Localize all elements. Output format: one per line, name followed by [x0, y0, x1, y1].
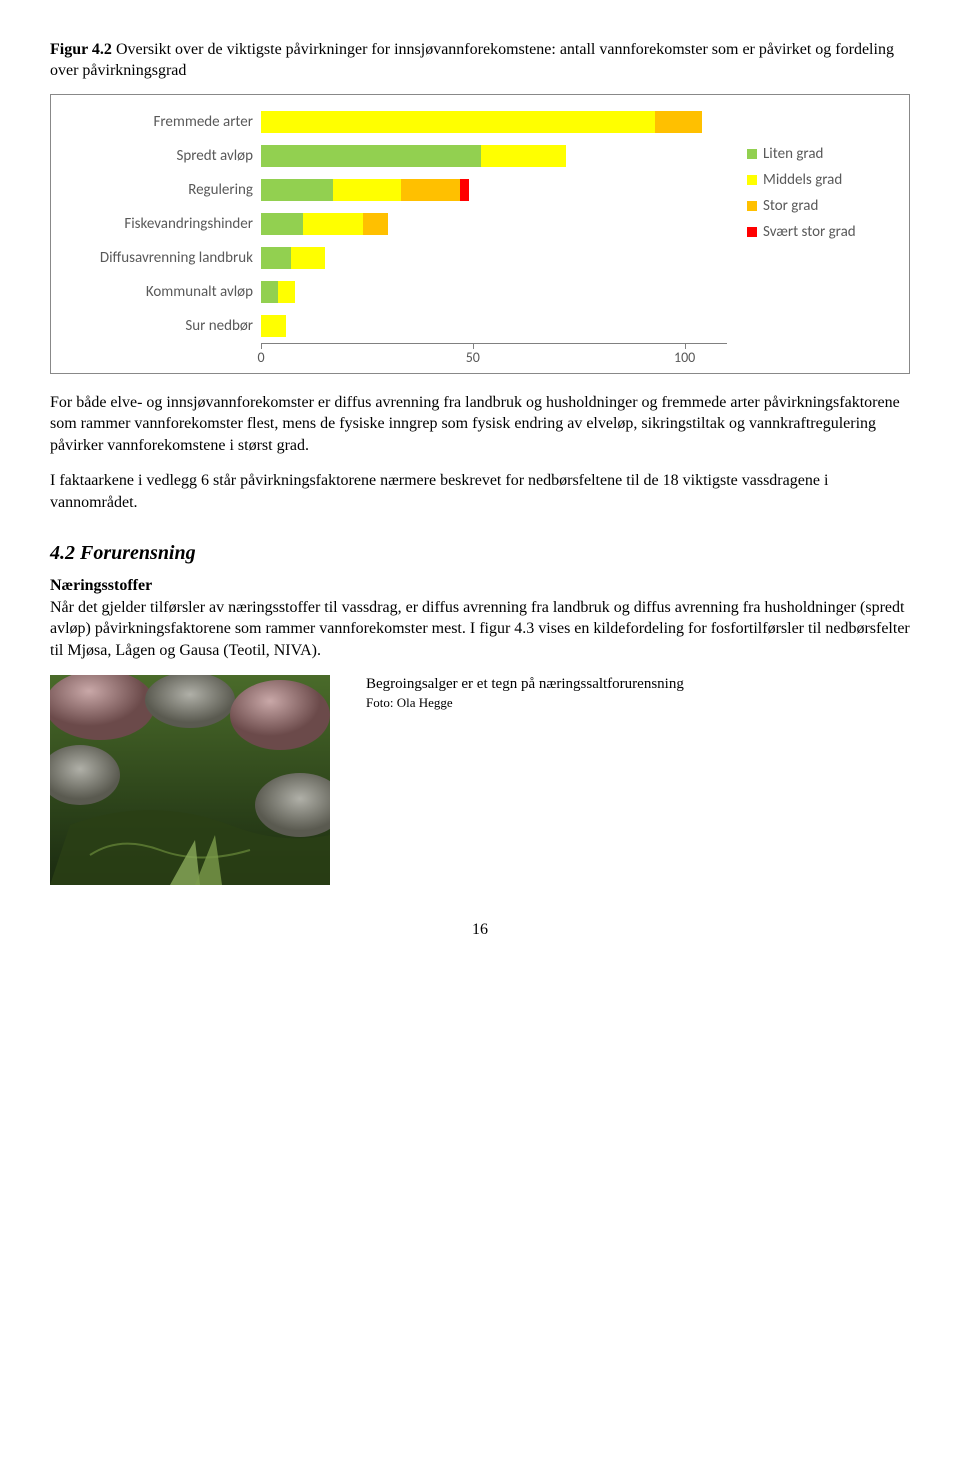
chart-bar-segment: [460, 179, 468, 201]
chart-row: Sur nedbør: [63, 309, 727, 343]
chart-category-label: Diffusavrenning landbruk: [63, 249, 261, 267]
chart-bar-segment: [261, 145, 481, 167]
chart-legend-swatch: [747, 227, 757, 237]
chart-legend-label: Middels grad: [763, 171, 842, 189]
chart-legend: Liten grad Middels grad Stor grad Svært sto…: [727, 105, 897, 369]
photo-caption: Begroingsalger er et tegn på næringssalt…: [366, 675, 684, 711]
page-number: 16: [50, 921, 910, 939]
chart-bar-segment: [261, 247, 291, 269]
chart-bar-area: [261, 179, 727, 201]
chart-axis-tick-label: 0: [257, 349, 264, 366]
chart-bar-area: [261, 145, 727, 167]
chart-bar-segment: [481, 145, 566, 167]
chart-bar: [261, 213, 727, 235]
chart-bar-segment: [261, 179, 333, 201]
chart-axis: 0 50 100: [63, 343, 727, 369]
section-heading: 4.2 Forurensning: [50, 542, 910, 565]
chart-bar-area: [261, 247, 727, 269]
paragraph-3: Når det gjelder tilførsler av næringssto…: [50, 597, 910, 662]
chart-row: Fiskevandringshinder: [63, 207, 727, 241]
chart-row: Spredt avløp: [63, 139, 727, 173]
chart-category-label: Fremmede arter: [63, 113, 261, 131]
chart-axis-tick-label: 100: [674, 349, 695, 366]
chart-legend-swatch: [747, 201, 757, 211]
chart-legend-label: Svært stor grad: [763, 223, 856, 241]
chart-legend-label: Liten grad: [763, 145, 823, 163]
chart-bar: [261, 145, 727, 167]
chart-legend-label: Stor grad: [763, 197, 818, 215]
photo-caption-line1: Begroingsalger er et tegn på næringssalt…: [366, 675, 684, 695]
chart-bar-area: [261, 111, 727, 133]
chart-category-label: Sur nedbør: [63, 317, 261, 335]
chart-bar-segment: [261, 315, 286, 337]
photo-block: Begroingsalger er et tegn på næringssalt…: [50, 675, 910, 885]
chart-bar-area: [261, 213, 727, 235]
chart-legend-item: Svært stor grad: [747, 223, 897, 241]
chart-bar-segment: [333, 179, 401, 201]
algae-photo: [50, 675, 330, 885]
chart-category-label: Spredt avløp: [63, 147, 261, 165]
chart-bar: [261, 315, 727, 337]
chart-category-label: Kommunalt avløp: [63, 283, 261, 301]
paragraph-2: I faktaarkene i vedlegg 6 står påvirknin…: [50, 470, 910, 513]
chart-bar-segment: [291, 247, 325, 269]
chart-bar-segment: [655, 111, 702, 133]
chart-row: Regulering: [63, 173, 727, 207]
chart-category-label: Fiskevandringshinder: [63, 215, 261, 233]
chart-bar: [261, 179, 727, 201]
subsection: Næringsstoffer Når det gjelder tilførsle…: [50, 577, 910, 662]
paragraph-1: For både elve- og innsjøvannforekomster …: [50, 392, 910, 457]
chart-bar-segment: [261, 111, 655, 133]
photo-caption-line2: Foto: Ola Hegge: [366, 695, 684, 712]
chart-bar-segment: [303, 213, 362, 235]
chart-row: Diffusavrenning landbruk: [63, 241, 727, 275]
chart-bar-segment: [261, 281, 278, 303]
chart-bar-segment: [278, 281, 295, 303]
chart-row: Fremmede arter: [63, 105, 727, 139]
chart-row: Kommunalt avløp: [63, 275, 727, 309]
chart-axis-tick-label: 50: [466, 349, 480, 366]
chart-legend-swatch: [747, 149, 757, 159]
chart: Fremmede arter Spredt avløp Regulering Fisk…: [50, 94, 910, 374]
chart-legend-item: Stor grad: [747, 197, 897, 215]
sub-heading: Næringsstoffer: [50, 577, 910, 595]
chart-bar-segment: [261, 213, 303, 235]
figure-caption: Figur 4.2 Oversikt over de viktigste påv…: [50, 40, 910, 82]
chart-category-label: Regulering: [63, 181, 261, 199]
figure-label: Figur 4.2: [50, 41, 112, 58]
chart-legend-item: Middels grad: [747, 171, 897, 189]
chart-bar: [261, 111, 727, 133]
chart-legend-item: Liten grad: [747, 145, 897, 163]
chart-bar-segment: [401, 179, 460, 201]
chart-legend-swatch: [747, 175, 757, 185]
figure-text: Oversikt over de viktigste påvirkninger …: [50, 41, 894, 79]
chart-bar: [261, 281, 727, 303]
chart-bar-area: [261, 315, 727, 337]
chart-bar: [261, 247, 727, 269]
chart-bar-segment: [363, 213, 388, 235]
chart-bar-area: [261, 281, 727, 303]
